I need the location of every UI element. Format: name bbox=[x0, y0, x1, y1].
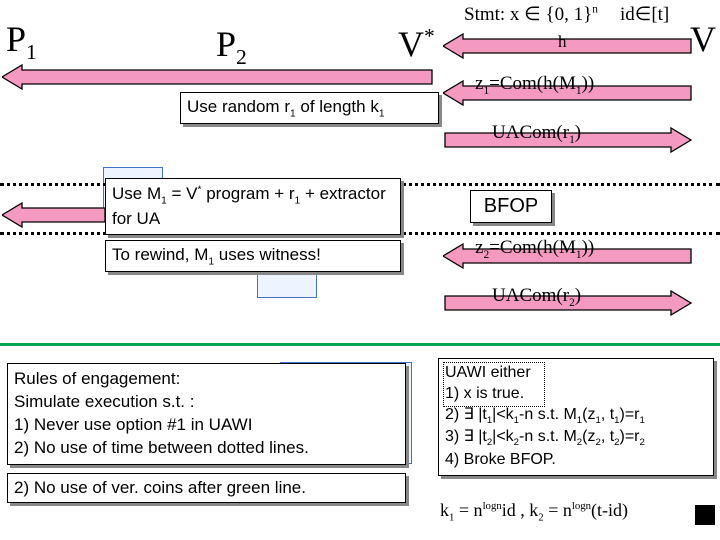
use-m1-box: Use M1 = V* program + r1 + extractor for… bbox=[105, 178, 401, 235]
uawi-dotted bbox=[443, 362, 545, 407]
k-formula: k1 = nlognid , k2 = nlogn(t-id) bbox=[440, 500, 628, 524]
mid-arrow bbox=[2, 202, 107, 228]
vstar-label: V* bbox=[398, 23, 435, 65]
p1-label: P1 bbox=[6, 18, 37, 65]
rules-box: Rules of engagement: Simulate execution … bbox=[7, 363, 406, 465]
rules-box-2: 2) No use of ver. coins after green line… bbox=[7, 473, 406, 503]
corner-square bbox=[695, 505, 715, 525]
stmt-label: Stmt: x ∈ {0, 1}n bbox=[464, 3, 598, 26]
z1-text: z1=Com(h(M1)) bbox=[475, 73, 594, 97]
uacom1-text: UACom(r1) bbox=[492, 122, 581, 146]
v-label: V bbox=[690, 18, 716, 60]
top-arrow bbox=[2, 64, 434, 90]
use-random-box: Use random r1 of length k1 bbox=[180, 92, 439, 124]
uacom2-text: UACom(r2) bbox=[492, 285, 581, 309]
h-arrow bbox=[443, 33, 693, 59]
rewind-box: To rewind, M1 uses witness! bbox=[105, 240, 401, 272]
bfop-box: BFOP bbox=[470, 190, 552, 223]
z2-text: z2=Com(h(M1)) bbox=[475, 237, 594, 261]
h-text: h bbox=[558, 32, 567, 52]
idt-label: id∈[t] bbox=[620, 3, 669, 26]
green-line bbox=[0, 343, 720, 346]
